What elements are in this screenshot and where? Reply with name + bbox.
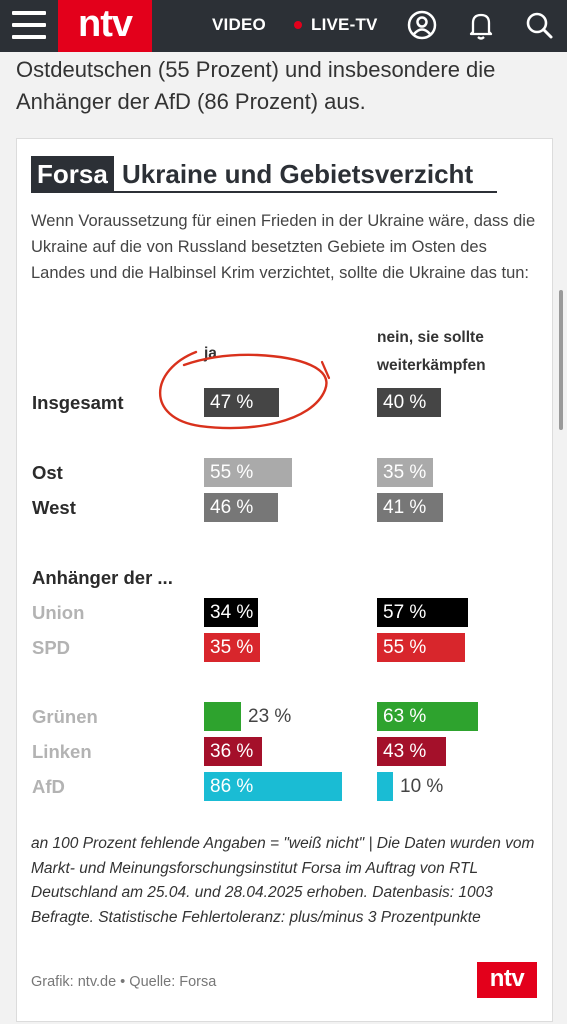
bar-gr-nen-nein: 63 %: [377, 702, 478, 731]
value-label-linken-nein: 43 %: [383, 741, 427, 762]
bar-ost-ja: 55 %: [204, 458, 292, 487]
bar-insgesamt-ja: 47 %: [204, 388, 279, 417]
bar-ost-nein: 35 %: [377, 458, 433, 487]
ntv-logo[interactable]: ntv: [58, 0, 152, 52]
value-label-spd-ja: 35 %: [210, 637, 254, 658]
live-indicator-dot: [294, 21, 302, 29]
bell-icon[interactable]: [464, 8, 498, 42]
chart-title: Ukraine und Gebietsverzicht: [122, 159, 474, 189]
user-icon[interactable]: [405, 8, 439, 42]
row-label-ost: Ost: [32, 462, 63, 483]
row-label-insgesamt: Insgesamt: [32, 392, 124, 413]
column-header-nein: nein, sie sollte weiterkämpfen: [377, 329, 486, 374]
value-label-union-ja: 34 %: [210, 602, 254, 623]
value-label-insgesamt-ja: 47 %: [210, 392, 254, 413]
bar-west-ja: 46 %: [204, 493, 278, 522]
value-label-linken-ja: 36 %: [210, 741, 254, 762]
search-icon[interactable]: [522, 8, 556, 42]
scrollbar-thumb[interactable]: [559, 290, 563, 430]
row-label-west: West: [32, 497, 76, 518]
value-label-west-nein: 41 %: [383, 497, 427, 518]
ntv-footer-logo: ntv: [477, 962, 537, 998]
bar-union-ja: 34 %: [204, 598, 258, 627]
title-underline: [31, 191, 497, 193]
row-label-afd: AfD: [32, 776, 65, 797]
value-label-afd-ja: 86 %: [210, 776, 254, 797]
bar-gr-nen-ja: [204, 702, 241, 731]
bar-spd-nein: 55 %: [377, 633, 465, 662]
value-label-insgesamt-nein: 40 %: [383, 392, 427, 413]
row-label-union: Union: [32, 602, 85, 623]
methodology-footnote: an 100 Prozent fehlende Angaben = "weiß …: [31, 835, 535, 926]
menu-icon[interactable]: [12, 11, 46, 39]
supporters-group-heading: Anhänger der ...: [32, 567, 173, 588]
bar-linken-nein: 43 %: [377, 737, 446, 766]
top-navigation-bar: ntv VIDEO LIVE-TV: [0, 0, 567, 52]
value-label-gr-nen-nein: 63 %: [383, 706, 427, 727]
bar-west-nein: 41 %: [377, 493, 443, 522]
value-label-spd-nein: 55 %: [383, 637, 427, 658]
value-label-ost-ja: 55 %: [210, 462, 254, 483]
row-label-gr-nen: Grünen: [32, 706, 98, 727]
bar-afd-ja: 86 %: [204, 772, 342, 801]
nav-video-link[interactable]: VIDEO: [212, 15, 266, 34]
value-label-union-nein: 57 %: [383, 602, 427, 623]
poll-graphic-card: [16, 138, 553, 1022]
bar-union-nein: 57 %: [377, 598, 468, 627]
bar-spd-ja: 35 %: [204, 633, 260, 662]
value-label-west-ja: 46 %: [210, 497, 254, 518]
value-label-gr-nen-ja: 23 %: [248, 706, 292, 727]
row-label-linken: Linken: [32, 741, 92, 762]
forsa-brand-label: Forsa: [31, 156, 114, 192]
article-paragraph: Ostdeutschen (55 Prozent) und insbesonde…: [16, 57, 496, 114]
bar-linken-ja: 36 %: [204, 737, 262, 766]
row-label-spd: SPD: [32, 637, 71, 658]
value-label-ost-nein: 35 %: [383, 462, 427, 483]
bar-insgesamt-nein: 40 %: [377, 388, 441, 417]
nav-live-tv-link[interactable]: LIVE-TV: [311, 15, 378, 34]
column-header-ja: ja: [204, 345, 217, 362]
source-credit: Grafik: ntv.de • Quelle: Forsa: [31, 974, 217, 990]
bar-afd-nein: [377, 772, 393, 801]
value-label-afd-nein: 10 %: [400, 776, 444, 797]
survey-question: Wenn Voraussetzung für einen Frieden in …: [31, 212, 536, 282]
